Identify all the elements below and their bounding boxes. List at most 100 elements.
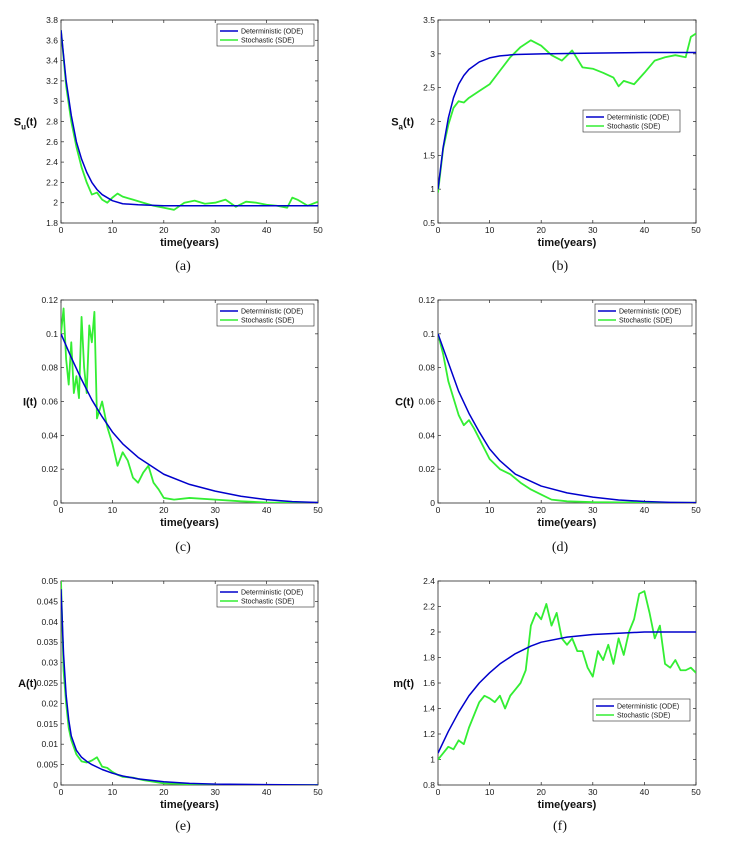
series-line-deterministic <box>438 631 696 754</box>
legend-entry: Stochastic (SDE) <box>619 318 672 325</box>
y-tick-label: 3 <box>53 96 58 106</box>
plot-frame <box>437 580 697 786</box>
y-tick-label: 2.4 <box>423 576 435 586</box>
legend-entry: Deterministic (ODE) <box>619 309 681 316</box>
y-tick-label: 2.8 <box>46 117 58 127</box>
x-tick-label: 20 <box>536 225 546 235</box>
y-tick-label: 0.02 <box>41 464 58 474</box>
legend: Deterministic (ODE) Stochastic (SDE) <box>592 698 691 722</box>
y-tick-label: 0.12 <box>41 295 58 305</box>
y-tick-label: 0 <box>430 498 435 508</box>
x-tick-label: 0 <box>59 505 64 515</box>
y-tick-label: 0.02 <box>418 464 435 474</box>
x-tick-label: 0 <box>59 787 64 797</box>
chart-panel-e: 0 10 20 30 40 50 0 0.005 0.01 0.015 0.02 0.025 0.03 0… <box>18 576 323 834</box>
x-tick-label: 30 <box>588 787 598 797</box>
y-tick-label: 0 <box>53 498 58 508</box>
x-tick-label: 30 <box>210 505 220 515</box>
panel-caption: (d) <box>552 540 569 555</box>
y-tick-label: 0 <box>53 780 58 790</box>
y-tick-label: 0.035 <box>37 637 59 647</box>
x-tick-label: 0 <box>59 225 64 235</box>
y-tick-label: 0.015 <box>37 719 59 729</box>
panel-caption: (f) <box>553 819 567 834</box>
legend-entry: Stochastic (SDE) <box>607 124 660 131</box>
y-tick-label: 1.2 <box>423 729 435 739</box>
series-line-deterministic <box>61 333 318 503</box>
x-tick-label: 50 <box>313 225 323 235</box>
y-axis-label-subscript: u <box>21 123 26 132</box>
legend-box <box>216 303 315 327</box>
y-tick-label: 2.6 <box>46 137 58 147</box>
legend-entry: Stochastic (SDE) <box>617 713 670 720</box>
y-axis-label: Sa(t) <box>391 117 414 132</box>
y-tick-label: 1.6 <box>423 678 435 688</box>
y-tick-label: 2 <box>430 627 435 637</box>
y-tick-label: 0.045 <box>37 596 59 606</box>
x-tick-label: 10 <box>485 787 495 797</box>
y-tick-label: 0.05 <box>41 576 58 586</box>
y-axis-label-main: S <box>391 117 398 129</box>
y-axis-label-main: C(t) <box>395 397 414 409</box>
y-axis-label: C(t) <box>395 397 414 409</box>
y-tick-label: 3.4 <box>46 56 58 66</box>
series-line-deterministic <box>61 30 318 207</box>
y-axis-label-tail: (t) <box>403 117 414 129</box>
plot-frame <box>437 299 697 504</box>
y-tick-label: 0.04 <box>41 430 58 440</box>
chart-panel-a: 0 10 20 30 40 50 1.8 2 2.2 2.4 2.6 2.8 3 3.2 3.4 3.6 3.8… <box>14 15 323 274</box>
y-tick-label: 1 <box>430 755 435 765</box>
y-axis-label: I(t) <box>23 397 37 409</box>
legend-entry: Stochastic (SDE) <box>241 599 294 606</box>
series-line-deterministic <box>438 333 696 503</box>
y-tick-label: 0.02 <box>41 698 58 708</box>
legend-box <box>594 303 693 327</box>
y-axis-label-main: I(t) <box>23 397 37 409</box>
legend: Deterministic (ODE) Stochastic (SDE) <box>594 303 693 327</box>
y-tick-label: 3.8 <box>46 15 58 25</box>
y-axis-label: A(t) <box>18 678 37 690</box>
chart-panel-c: 0 10 20 30 40 50 0 0.02 0.04 0.06 0.08 0.1 0.12 time(… <box>23 295 323 555</box>
x-tick-label: 40 <box>262 787 272 797</box>
x-tick-label: 0 <box>436 225 441 235</box>
x-axis-label: time(years) <box>160 517 219 529</box>
legend-entry: Stochastic (SDE) <box>241 38 294 45</box>
x-tick-label: 10 <box>108 787 118 797</box>
y-tick-label: 2.4 <box>46 157 58 167</box>
y-axis-label: Su(t) <box>14 117 38 132</box>
y-tick-label: 0.03 <box>41 658 58 668</box>
legend-box <box>582 109 681 133</box>
y-axis-label-subscript: a <box>399 123 404 132</box>
x-tick-label: 10 <box>108 225 118 235</box>
y-tick-label: 0.08 <box>418 363 435 373</box>
x-tick-label: 10 <box>485 505 495 515</box>
legend: Deterministic (ODE) Stochastic (SDE) <box>582 109 681 133</box>
x-tick-label: 20 <box>536 505 546 515</box>
plot-frame <box>60 19 319 224</box>
y-tick-label: 2.2 <box>46 177 58 187</box>
x-tick-label: 30 <box>210 225 220 235</box>
y-axis-label-main: S <box>14 117 21 129</box>
legend-box <box>216 584 315 608</box>
y-axis-label-main: A(t) <box>18 678 37 690</box>
x-axis-label: time(years) <box>160 237 219 249</box>
y-tick-label: 0.12 <box>418 295 435 305</box>
panel-caption: (c) <box>175 540 191 555</box>
y-tick-label: 0.06 <box>418 397 435 407</box>
y-tick-label: 2.5 <box>423 83 435 93</box>
series-line-stochastic <box>438 333 696 503</box>
y-tick-label: 0.025 <box>37 678 59 688</box>
y-tick-label: 2 <box>430 117 435 127</box>
series-line-stochastic <box>438 32 696 193</box>
x-tick-label: 50 <box>691 505 701 515</box>
legend: Deterministic (ODE) Stochastic (SDE) <box>216 584 315 608</box>
chart-panel-d: 0 10 20 30 40 50 0 0.02 0.04 0.06 0.08 0.1 0.12 time(… <box>395 295 701 555</box>
x-tick-label: 30 <box>210 787 220 797</box>
x-tick-label: 40 <box>640 225 650 235</box>
y-tick-label: 3.5 <box>423 15 435 25</box>
plot-frame <box>60 580 319 786</box>
y-tick-label: 0.005 <box>37 760 59 770</box>
x-tick-label: 20 <box>159 505 169 515</box>
legend-entry: Stochastic (SDE) <box>241 318 294 325</box>
